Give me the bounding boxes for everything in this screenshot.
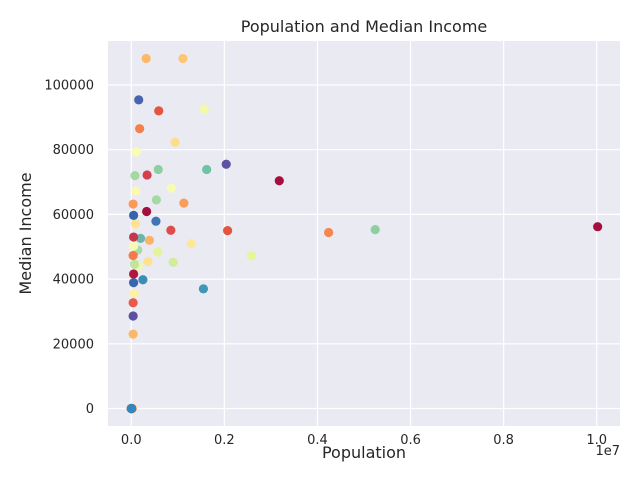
- y-tick-label: 0: [86, 402, 94, 417]
- data-point: [154, 106, 164, 116]
- y-axis-label: Median Income: [16, 172, 35, 294]
- data-point: [129, 232, 139, 242]
- data-point: [134, 95, 144, 105]
- y-tick-labels: 0 20000 40000 60000 80000 100000: [44, 79, 94, 418]
- data-points: [126, 53, 603, 414]
- data-point: [186, 238, 196, 249]
- data-point: [151, 216, 161, 226]
- data-point: [170, 137, 180, 147]
- data-point: [131, 147, 141, 157]
- data-point: [202, 164, 212, 175]
- data-point: [223, 225, 233, 236]
- data-point: [153, 164, 163, 175]
- x-tick-label: 0.6: [400, 433, 421, 448]
- x-tick-label: 0.4: [307, 433, 328, 448]
- data-point: [166, 183, 176, 193]
- data-point: [151, 195, 162, 205]
- data-point: [198, 284, 209, 294]
- data-point: [274, 176, 284, 186]
- data-point: [129, 241, 139, 251]
- x-axis-label: Population: [322, 443, 406, 462]
- x-tick-label: 0.2: [214, 433, 235, 448]
- data-point: [129, 269, 139, 279]
- data-point: [128, 199, 138, 209]
- data-point: [126, 403, 136, 414]
- data-point: [128, 329, 138, 339]
- data-point: [131, 186, 141, 196]
- data-point: [144, 235, 155, 245]
- data-point: [129, 210, 139, 220]
- data-point: [135, 233, 146, 243]
- data-point: [166, 225, 176, 235]
- data-point: [129, 259, 140, 269]
- data-point: [128, 311, 138, 321]
- data-point: [153, 247, 163, 257]
- data-point: [324, 227, 334, 238]
- data-point: [142, 206, 152, 217]
- data-point: [370, 225, 380, 235]
- data-point: [130, 170, 140, 181]
- data-point: [199, 104, 209, 114]
- plot-background: [108, 41, 620, 426]
- data-point: [135, 124, 145, 134]
- data-point: [221, 159, 231, 169]
- x-tick-label: 0.8: [493, 433, 514, 448]
- data-point: [129, 289, 139, 299]
- y-tick-label: 100000: [44, 79, 94, 94]
- x-tick-labels: 0.0 0.2 0.4 0.6 0.8 1.0: [121, 433, 607, 448]
- data-point: [593, 222, 603, 232]
- data-point: [129, 278, 139, 288]
- x-tick-label: 1.0: [586, 433, 607, 448]
- grid-lines: [108, 41, 620, 426]
- data-point: [130, 219, 141, 229]
- data-point: [138, 275, 148, 285]
- y-tick-label: 20000: [53, 337, 94, 352]
- data-point: [179, 198, 189, 208]
- data-point: [178, 53, 188, 64]
- data-point: [128, 250, 138, 261]
- data-point: [168, 257, 178, 267]
- x-axis-offset-text: 1e7: [595, 444, 620, 459]
- data-point: [143, 257, 153, 267]
- data-point: [128, 298, 138, 308]
- x-tick-label: 0.0: [121, 433, 142, 448]
- chart-title: Population and Median Income: [241, 17, 488, 36]
- data-point: [246, 251, 256, 261]
- y-tick-label: 40000: [53, 273, 94, 288]
- data-point: [142, 170, 152, 180]
- data-point: [141, 53, 151, 64]
- y-tick-label: 60000: [53, 208, 94, 223]
- y-tick-label: 80000: [53, 143, 94, 158]
